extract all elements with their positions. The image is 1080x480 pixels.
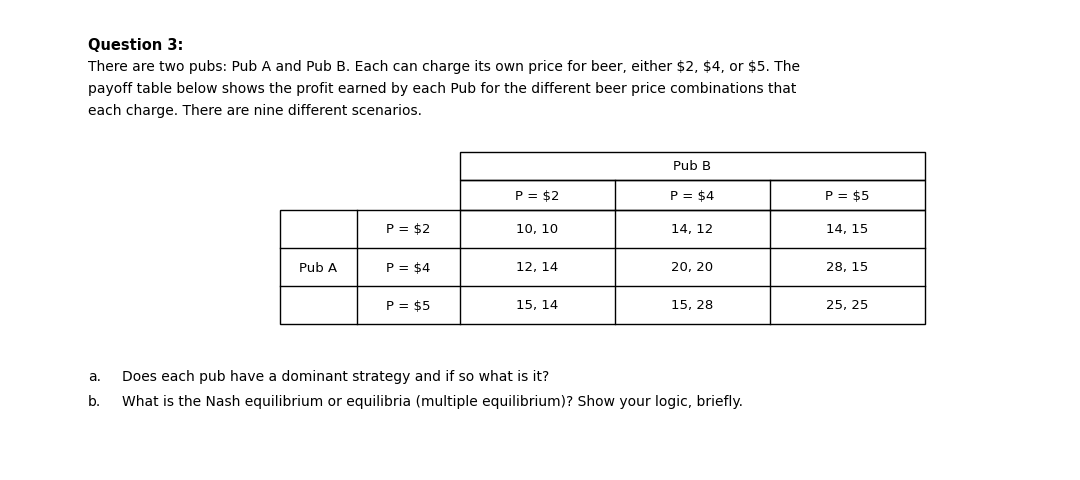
Text: P = $2: P = $2 <box>515 189 559 202</box>
Bar <box>460 180 924 211</box>
Text: P = $4: P = $4 <box>387 261 431 274</box>
Text: Does each pub have a dominant strategy and if so what is it?: Does each pub have a dominant strategy a… <box>122 369 550 383</box>
Text: 28, 15: 28, 15 <box>826 261 868 274</box>
Text: Pub B: Pub B <box>674 160 712 173</box>
Text: P = $5: P = $5 <box>387 299 431 312</box>
Text: P = $5: P = $5 <box>825 189 869 202</box>
Text: a.: a. <box>87 369 102 383</box>
Text: What is the Nash equilibrium or equilibria (multiple equilibrium)? Show your log: What is the Nash equilibrium or equilibr… <box>122 394 743 408</box>
Text: 15, 28: 15, 28 <box>672 299 714 312</box>
Text: P = $2: P = $2 <box>387 223 431 236</box>
Text: b.: b. <box>87 394 102 408</box>
Text: P = $4: P = $4 <box>671 189 715 202</box>
Text: each charge. There are nine different scenarios.: each charge. There are nine different sc… <box>87 104 422 118</box>
Bar <box>460 153 924 180</box>
Text: 20, 20: 20, 20 <box>672 261 714 274</box>
Text: 14, 15: 14, 15 <box>826 223 868 236</box>
Text: payoff table below shows the profit earned by each Pub for the different beer pr: payoff table below shows the profit earn… <box>87 82 796 96</box>
Text: 10, 10: 10, 10 <box>516 223 558 236</box>
Text: Question 3:: Question 3: <box>87 38 184 53</box>
Text: Pub A: Pub A <box>299 261 338 274</box>
Text: 14, 12: 14, 12 <box>672 223 714 236</box>
Text: There are two pubs: Pub A and Pub B. Each can charge its own price for beer, eit: There are two pubs: Pub A and Pub B. Eac… <box>87 60 800 74</box>
Text: 15, 14: 15, 14 <box>516 299 558 312</box>
Text: 12, 14: 12, 14 <box>516 261 558 274</box>
Bar <box>280 211 924 324</box>
Text: 25, 25: 25, 25 <box>826 299 868 312</box>
